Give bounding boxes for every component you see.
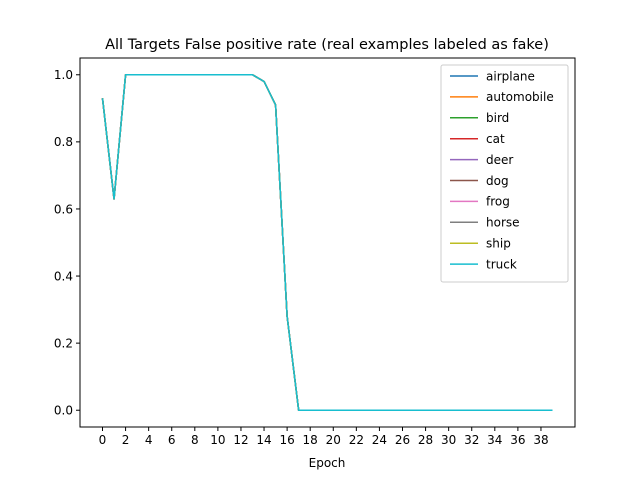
y-axis: 0.0 0.2 0.4 0.6 0.8 1.0 xyxy=(54,68,80,418)
legend-label-frog: frog xyxy=(486,195,510,209)
x-tick-label: 38 xyxy=(533,433,548,447)
legend-label-ship: ship xyxy=(486,237,511,251)
x-tick-label: 30 xyxy=(441,433,456,447)
x-tick-label: 0 xyxy=(99,433,107,447)
x-tick-label: 22 xyxy=(349,433,364,447)
y-tick-label: 0.2 xyxy=(54,336,73,350)
x-tick-label: 36 xyxy=(510,433,525,447)
legend-label-horse: horse xyxy=(486,216,520,230)
legend-label-airplane: airplane xyxy=(486,69,535,83)
x-tick-label: 2 xyxy=(122,433,130,447)
x-tick-label: 8 xyxy=(191,433,199,447)
legend-label-bird: bird xyxy=(486,111,509,125)
y-tick-label: 0.4 xyxy=(54,269,73,283)
legend-label-deer: deer xyxy=(486,153,513,167)
y-tick-label: 0.8 xyxy=(54,135,73,149)
x-tick-label: 18 xyxy=(303,433,318,447)
x-tick-label: 26 xyxy=(395,433,410,447)
x-tick-label: 4 xyxy=(145,433,153,447)
x-tick-label: 16 xyxy=(279,433,294,447)
y-tick-label: 1.0 xyxy=(54,68,73,82)
x-tick-label: 14 xyxy=(256,433,271,447)
legend-label-automobile: automobile xyxy=(486,90,554,104)
legend-label-truck: truck xyxy=(486,257,517,271)
y-tick-label: 0.6 xyxy=(54,202,73,216)
plot-frame xyxy=(79,57,576,428)
series-line-truck xyxy=(101,74,553,411)
x-tick-label: 34 xyxy=(487,433,502,447)
x-axis: 0 2 4 6 8 10 12 14 16 18 20 22 24 26 28 30 32 34 36 38 xyxy=(99,427,549,447)
series-layer xyxy=(101,74,553,411)
x-tick-label: 24 xyxy=(372,433,387,447)
chart-title: All Targets False positive rate (real ex… xyxy=(105,37,549,53)
x-tick-label: 10 xyxy=(210,433,225,447)
x-tick-label: 20 xyxy=(326,433,341,447)
legend-label-cat: cat xyxy=(486,132,505,146)
legend-box xyxy=(440,64,569,283)
x-tick-label: 32 xyxy=(464,433,479,447)
x-axis-label: Epoch xyxy=(309,456,346,470)
x-tick-label: 6 xyxy=(168,433,176,447)
y-tick-label: 0.0 xyxy=(54,404,73,418)
legend-label-dog: dog xyxy=(486,174,509,188)
legend: airplane automobile bird cat deer dog frog hors… xyxy=(440,64,569,283)
x-tick-label: 12 xyxy=(233,433,248,447)
x-tick-label: 28 xyxy=(418,433,433,447)
